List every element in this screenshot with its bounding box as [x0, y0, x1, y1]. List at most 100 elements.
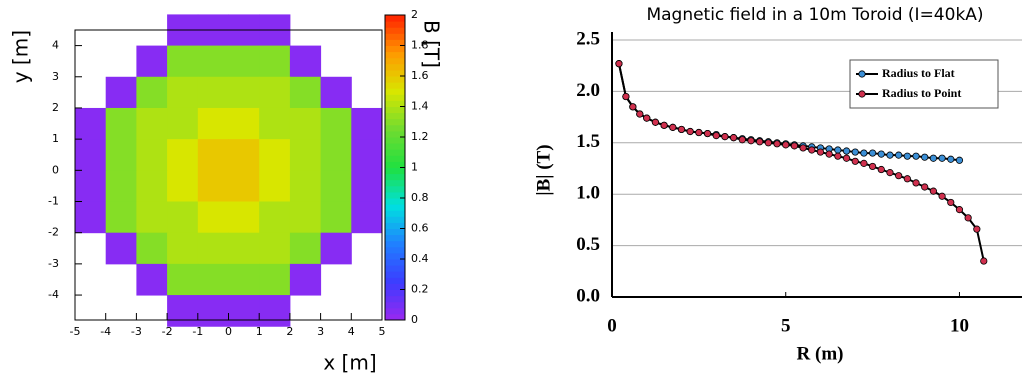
- y-tick-label: 2: [52, 101, 59, 114]
- x-tick-label: -1: [192, 325, 203, 338]
- data-point: [636, 110, 644, 118]
- heat-cell: [289, 201, 322, 234]
- data-point: [834, 146, 842, 154]
- x-tick-label: -2: [162, 325, 173, 338]
- data-point: [834, 152, 842, 160]
- heat-cell: [320, 76, 352, 109]
- chart-title: Magnetic field in a 10m Toroid (I=40kA): [646, 5, 983, 25]
- heat-cell: [228, 201, 260, 234]
- y-tick-label: 2.0: [576, 80, 600, 101]
- heat-cell: [320, 201, 352, 234]
- heat-cell: [167, 232, 199, 265]
- data-point: [921, 183, 929, 191]
- heat-cell: [228, 139, 260, 171]
- heat-cell: [351, 201, 383, 234]
- colorbar-step: [385, 82, 405, 89]
- x-tick-label: 2: [286, 325, 293, 338]
- heat-cell: [136, 139, 168, 171]
- data-point: [877, 165, 885, 174]
- data-point: [730, 134, 738, 142]
- colorbar-step: [385, 313, 405, 321]
- heat-cell: [289, 76, 322, 109]
- colorbar-step: [385, 301, 405, 309]
- data-point: [895, 151, 903, 159]
- colorbar-step: [385, 289, 405, 297]
- x-tick-label: -5: [70, 325, 81, 338]
- data-point: [860, 149, 868, 157]
- heat-cell: [136, 170, 168, 203]
- y-tick-label: -4: [48, 288, 59, 301]
- heat-cell: [259, 201, 291, 234]
- data-point: [903, 152, 911, 160]
- data-point: [712, 132, 720, 140]
- heat-cell: [105, 201, 137, 234]
- data-point: [929, 154, 937, 162]
- heat-cell: [197, 201, 229, 234]
- data-point: [938, 154, 946, 162]
- data-point: [921, 153, 929, 161]
- heat-cell: [136, 232, 168, 265]
- data-point: [615, 60, 623, 68]
- data-point: [860, 159, 868, 167]
- y-tick-label: -3: [48, 257, 59, 270]
- heat-cell: [289, 170, 322, 203]
- colorbar-step: [385, 143, 405, 150]
- data-point: [825, 150, 833, 158]
- data-point: [877, 150, 885, 158]
- colorbar-step: [385, 240, 405, 248]
- x-tick-label: 5: [379, 325, 386, 338]
- heat-cell: [105, 139, 137, 171]
- colorbar-step: [385, 51, 405, 59]
- heat-cell: [351, 139, 383, 171]
- colorbar-tick-label: 2: [411, 8, 418, 21]
- data-point: [973, 225, 981, 233]
- data-point: [868, 149, 877, 157]
- y-tick-label: 2.5: [576, 28, 600, 49]
- y-axis-label: |B| (T): [533, 144, 554, 195]
- data-point: [773, 140, 781, 148]
- colorbar-tick-label: 0.2: [411, 283, 429, 296]
- data-point: [643, 114, 651, 122]
- heat-cell: [228, 295, 260, 327]
- colorbar-step: [385, 191, 405, 199]
- heat-cell: [136, 263, 168, 296]
- colorbar-step: [385, 149, 405, 156]
- legend-label: Radius to Point: [882, 86, 961, 100]
- data-point: [799, 144, 807, 152]
- heat-cell: [259, 139, 291, 171]
- colorbar-step: [385, 295, 405, 303]
- y-tick-label: -1: [48, 195, 59, 208]
- colorbar-step: [385, 216, 405, 223]
- heat-cell: [228, 76, 260, 109]
- data-point: [721, 133, 729, 141]
- data-point: [938, 192, 946, 200]
- heat-cell: [167, 201, 199, 234]
- data-point: [851, 157, 859, 165]
- x-axis-label: R (m): [797, 343, 844, 364]
- heat-cell: [167, 76, 199, 109]
- data-point: [747, 137, 755, 145]
- heat-cell: [197, 139, 229, 171]
- x-tick-label: 0: [225, 325, 232, 338]
- heat-cell: [197, 295, 229, 327]
- heat-cell: [259, 232, 291, 265]
- heat-cell: [228, 45, 260, 78]
- heat-cell: [320, 107, 352, 140]
- colorbar-tick-label: 0.4: [411, 252, 429, 265]
- heat-cell: [320, 170, 352, 203]
- colorbar-step: [385, 161, 405, 168]
- data-point: [964, 214, 972, 222]
- heat-cell: [197, 107, 229, 140]
- y-tick-label: 1: [52, 132, 59, 145]
- y-tick-label: 1.0: [576, 183, 600, 204]
- colorbar-step: [385, 130, 405, 138]
- heat-cell: [105, 107, 137, 140]
- heat-cell: [75, 170, 107, 203]
- x-tick-label: 10: [950, 315, 969, 336]
- data-point: [703, 129, 712, 138]
- heat-cell: [228, 107, 260, 140]
- x-tick-label: 4: [348, 325, 355, 338]
- colorbar-tick-label: 1.6: [411, 69, 429, 82]
- colorbar-step: [385, 155, 405, 162]
- y-tick-label: 0.5: [576, 234, 600, 255]
